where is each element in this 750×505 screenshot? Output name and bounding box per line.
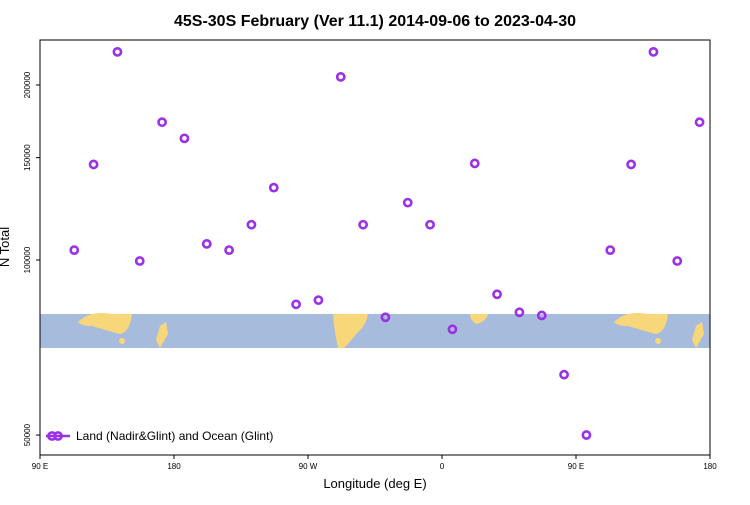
data-point — [291, 299, 301, 310]
y-tick-label: 200000 — [23, 71, 32, 98]
data-point — [157, 117, 167, 128]
data-point — [112, 46, 123, 57]
x-tick-label: 90 E — [32, 462, 48, 471]
data-point — [559, 369, 569, 380]
x-tick-label: 0 — [440, 462, 445, 471]
data-point — [605, 245, 616, 256]
data-point — [224, 245, 234, 256]
x-tick-label: 180 — [703, 462, 717, 471]
data-point — [313, 295, 324, 306]
map-band — [40, 313, 710, 348]
data-point — [380, 312, 391, 323]
data-point — [246, 219, 257, 230]
data-point — [201, 238, 212, 249]
data-point — [648, 46, 659, 57]
data-point — [402, 197, 413, 208]
legend-marker — [53, 431, 63, 441]
data-point — [88, 159, 99, 170]
legend-label: Land (Nadir&Glint) and Ocean (Glint) — [76, 429, 273, 443]
data-point — [694, 117, 705, 128]
x-axis-label: Longitude (deg E) — [323, 476, 426, 491]
data-point — [268, 182, 279, 193]
data-point — [358, 219, 368, 230]
data-point — [134, 256, 145, 266]
y-axis-label: N Total — [0, 227, 12, 267]
x-tick-label: 90 W — [299, 462, 318, 471]
data-point — [514, 307, 525, 318]
data-point — [672, 256, 683, 266]
y-tick-label: 50000 — [23, 423, 32, 446]
data-point — [581, 430, 592, 440]
data-point — [335, 72, 346, 82]
plot-frame — [39, 39, 711, 456]
data-point — [447, 324, 458, 335]
data-point — [69, 245, 80, 256]
chart-title: 45S-30S February (Ver 11.1) 2014-09-06 t… — [174, 13, 576, 30]
data-point — [179, 133, 190, 144]
y-tick-label: 100000 — [23, 246, 32, 273]
x-tick-label: 180 — [167, 462, 181, 471]
data-point — [492, 289, 502, 300]
y-tick-label: 150000 — [23, 144, 32, 171]
data-point — [425, 219, 435, 230]
x-tick-label: 90 E — [568, 462, 584, 471]
data-point — [469, 158, 480, 169]
data-point — [536, 310, 547, 321]
data-point — [626, 159, 636, 170]
